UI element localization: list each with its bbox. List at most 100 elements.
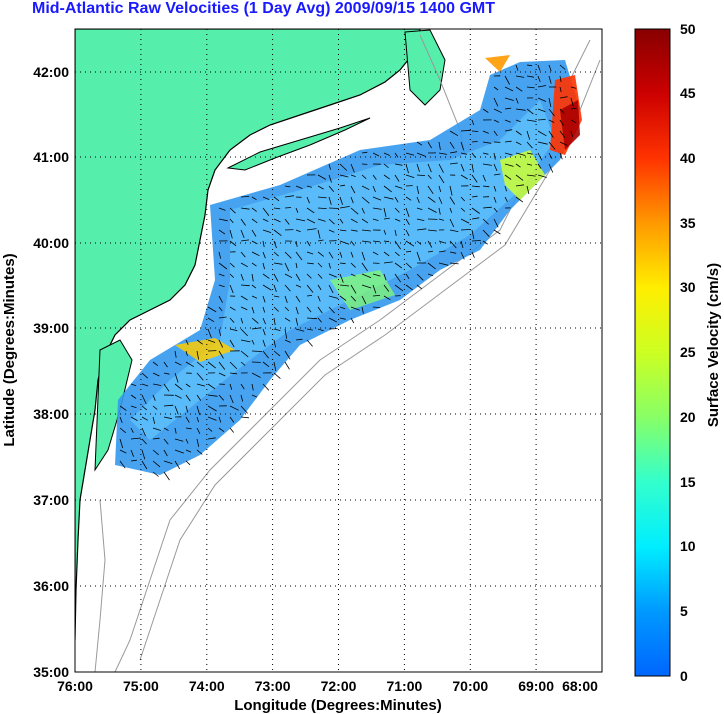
velocity-arrow <box>196 350 199 360</box>
velocity-arrow <box>130 383 137 387</box>
velocity-arrow <box>383 261 393 264</box>
velocity-arrow <box>416 207 423 210</box>
velocity-arrow <box>537 97 547 102</box>
velocity-arrow <box>460 251 465 260</box>
velocity-arrow <box>471 240 481 242</box>
velocity-arrow <box>471 141 478 143</box>
velocity-arrow <box>537 75 541 83</box>
velocity-arrow <box>262 361 270 368</box>
velocity-arrow <box>493 97 499 107</box>
velocity-arrow <box>229 262 235 268</box>
velocity-arrow <box>548 130 554 138</box>
velocity-arrow <box>240 383 245 390</box>
velocity-arrow <box>163 427 169 431</box>
velocity-arrow <box>152 427 161 431</box>
velocity-arrow <box>537 174 547 178</box>
velocity-arrow <box>229 394 234 404</box>
velocity-arrow <box>350 284 357 294</box>
plot-frame <box>74 28 603 673</box>
y-tick-label: 38:00 <box>33 406 69 422</box>
velocity-arrow <box>152 383 162 386</box>
velocity-arrow <box>383 152 390 156</box>
velocity-arrow <box>284 306 290 312</box>
velocity-arrow <box>295 317 299 326</box>
velocity-arrow <box>284 273 293 279</box>
velocity-arrow <box>361 207 365 214</box>
velocity-arrow <box>416 240 422 245</box>
velocity-arrow <box>427 250 434 253</box>
velocity-arrow <box>152 372 160 377</box>
velocity-arrow <box>229 427 235 433</box>
velocity-field <box>115 55 582 475</box>
velocity-arrow <box>471 163 474 173</box>
velocity-arrow <box>350 317 355 324</box>
velocity-arrow <box>570 107 577 110</box>
velocity-arrow <box>262 240 265 248</box>
velocity-arrow <box>449 162 458 165</box>
velocity-arrow <box>339 184 346 187</box>
velocity-arrow <box>152 449 159 456</box>
velocity-arrow <box>372 306 381 308</box>
velocity-arrow <box>317 207 327 209</box>
velocity-arrow <box>130 437 141 440</box>
velocity-arrow <box>273 207 281 210</box>
velocity-arrow <box>350 251 354 258</box>
velocity-arrow <box>515 174 524 181</box>
velocity-arrow <box>174 372 179 383</box>
velocity-arrow <box>218 394 224 401</box>
velocity-arrow <box>537 108 546 113</box>
velocity-arrow <box>163 471 170 481</box>
velocity-arrow <box>372 295 381 297</box>
velocity-arrow <box>295 262 298 269</box>
velocity-arrow <box>251 327 262 330</box>
velocity-vectors <box>119 64 577 481</box>
velocity-arrow <box>251 350 263 352</box>
velocity-arrow <box>218 262 228 270</box>
velocity-arrow <box>515 108 526 111</box>
velocity-arrow <box>295 218 306 222</box>
velocity-arrow <box>350 196 354 204</box>
velocity-arrow <box>427 174 432 180</box>
velocity-arrow <box>526 130 531 140</box>
velocity-arrow <box>207 427 213 432</box>
velocity-arrow <box>119 416 123 423</box>
velocity-arrow <box>240 328 248 337</box>
velocity-arrow <box>416 185 420 194</box>
velocity-arrow <box>229 361 238 370</box>
velocity-arrow <box>526 163 533 166</box>
velocity-arrow <box>218 427 225 433</box>
velocity-arrow <box>416 163 420 172</box>
velocity-arrow <box>163 449 168 457</box>
velocity-arrow <box>405 207 410 218</box>
velocity-arrow <box>130 427 134 433</box>
velocity-arrow <box>240 273 244 281</box>
velocity-arrow <box>416 152 427 157</box>
colorbar <box>634 28 671 677</box>
velocity-arrow <box>251 262 257 267</box>
velocity-arrow <box>163 460 173 464</box>
velocity-arrow <box>350 163 355 173</box>
velocity-arrow <box>526 141 533 149</box>
velocity-arrow <box>273 295 280 298</box>
velocity-arrow <box>361 273 372 279</box>
velocity-arrow <box>229 273 234 278</box>
velocity-arrow <box>372 196 382 201</box>
velocity-arrow <box>273 229 282 237</box>
velocity-arrow <box>383 295 391 301</box>
velocity-arrow <box>449 218 455 228</box>
velocity-arrow <box>438 174 445 184</box>
velocity-arrow <box>328 284 334 294</box>
velocity-arrow <box>537 163 542 169</box>
velocity-arrow <box>559 96 568 99</box>
velocity-arrow <box>537 152 543 161</box>
velocity-arrow <box>185 394 191 402</box>
velocity-arrow <box>240 218 246 226</box>
velocity-arrow <box>526 86 535 89</box>
velocity-arrow <box>119 460 126 469</box>
velocity-arrow <box>251 306 255 314</box>
velocity-arrow <box>339 196 343 205</box>
velocity-arrow <box>493 119 499 123</box>
velocity-arrow <box>493 196 497 203</box>
velocity-arrow <box>229 207 236 214</box>
velocity-arrow <box>306 218 316 224</box>
